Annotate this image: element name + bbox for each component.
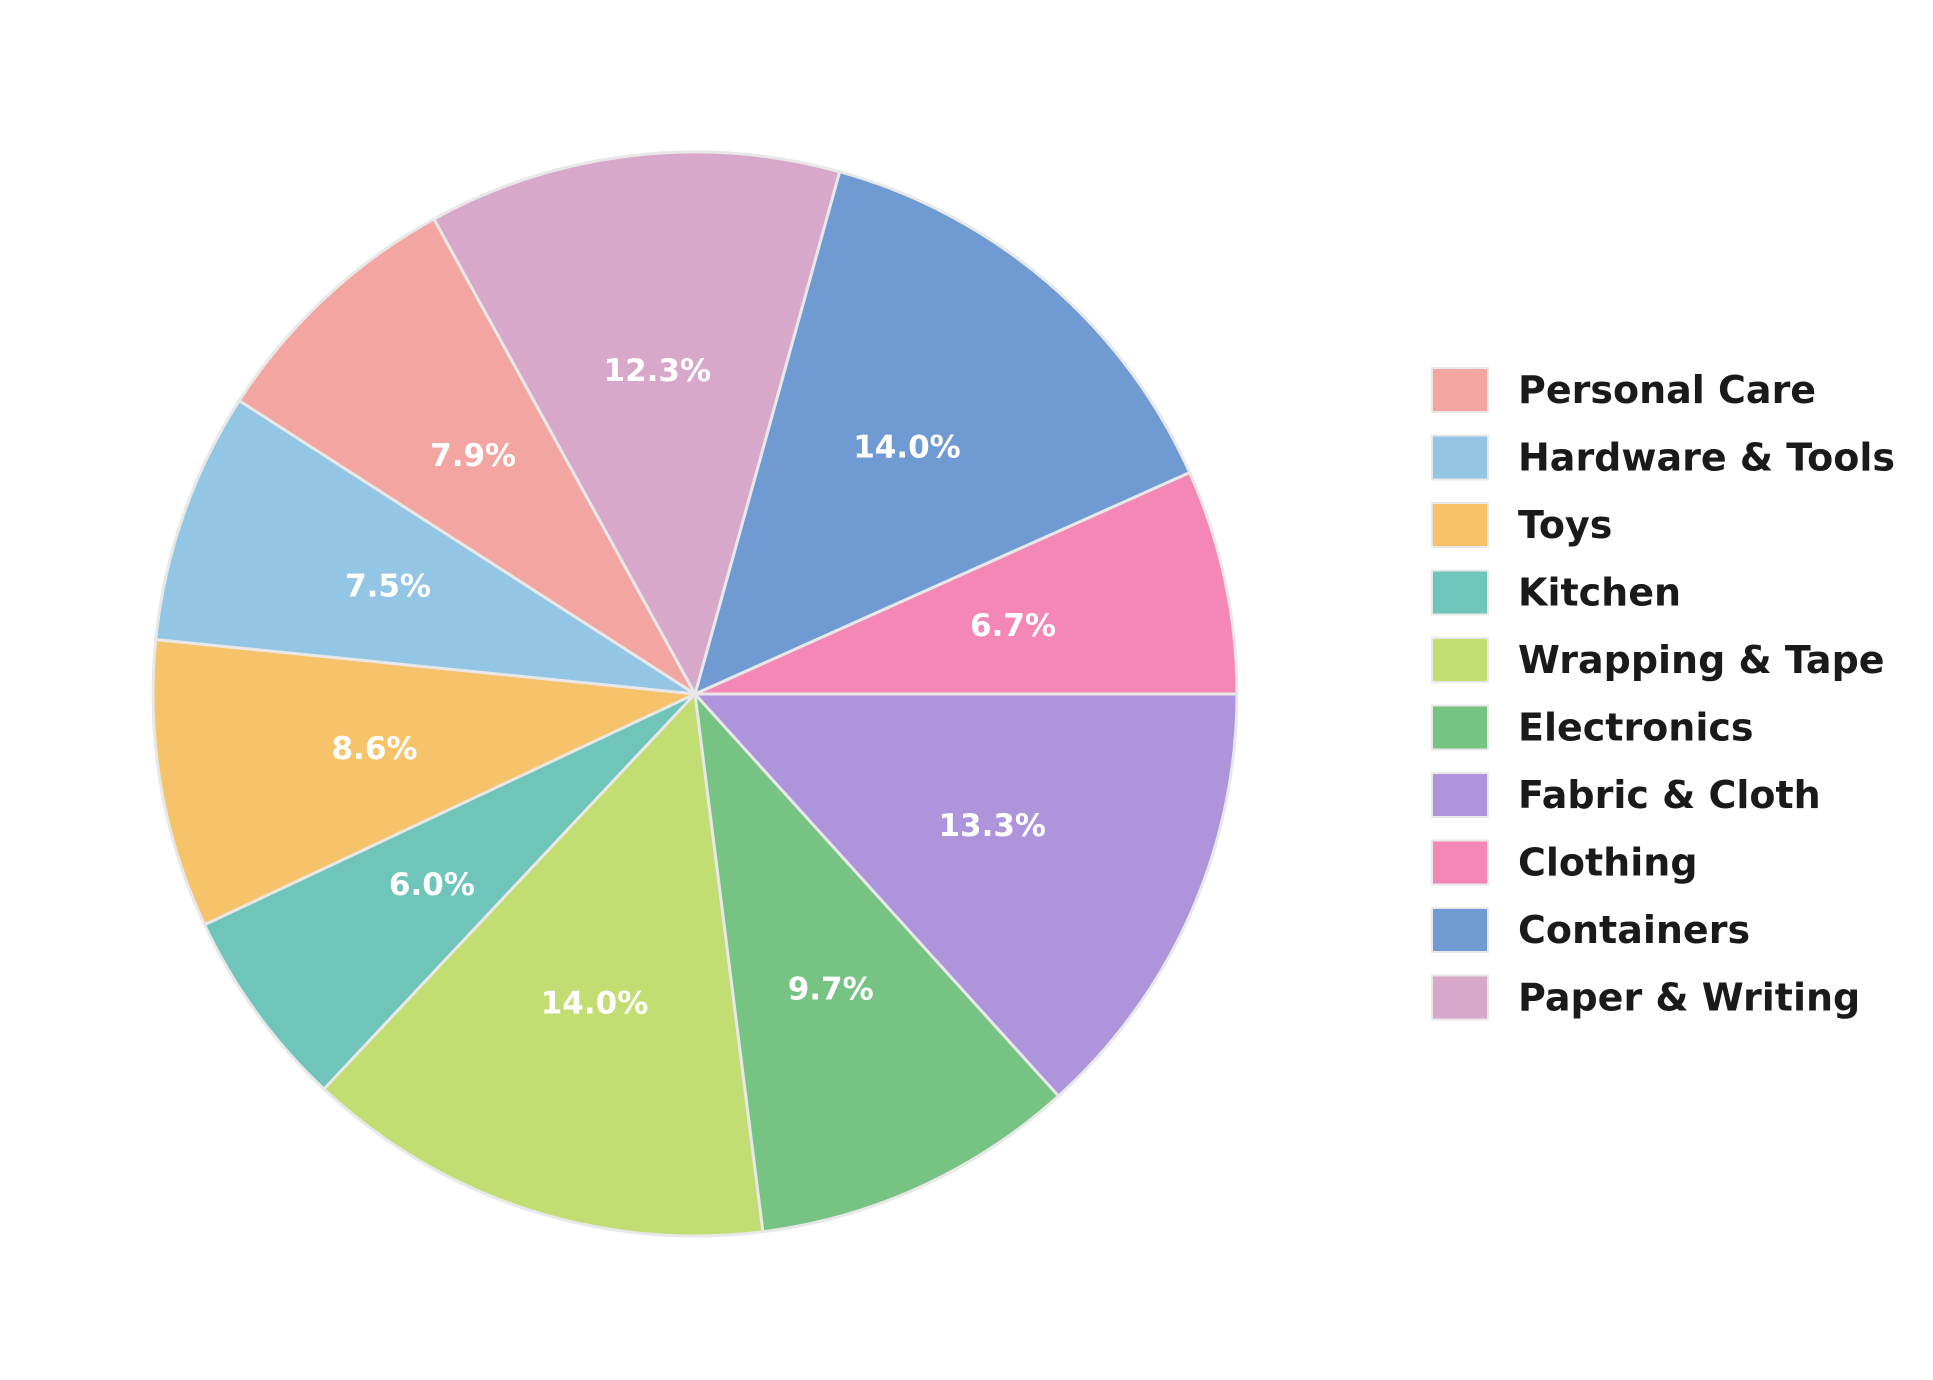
legend-swatch-wrapping-and-tape <box>1431 637 1489 683</box>
legend-item-kitchen: Kitchen <box>1431 569 1681 616</box>
legend-item-clothing: Clothing <box>1431 839 1698 886</box>
legend-swatch-toys <box>1431 502 1489 548</box>
legend-item-electronics: Electronics <box>1431 704 1754 751</box>
pie-label-kitchen: 6.0% <box>389 867 475 903</box>
legend-swatch-clothing <box>1431 839 1489 886</box>
pie-label-fabric-and-cloth: 13.3% <box>938 808 1046 844</box>
pie-slice-clothing <box>693 471 1239 696</box>
pie-label-containers: 14.0% <box>853 429 961 465</box>
pie-slice-wrapping-and-tape <box>322 692 765 1238</box>
legend-label-clothing: Clothing <box>1518 841 1698 885</box>
pie-label-hardware-and-tools: 7.5% <box>345 569 431 605</box>
legend-label-fabric-and-cloth: Fabric & Cloth <box>1518 773 1821 817</box>
legend-swatch-personal-care <box>1431 367 1489 413</box>
pie-slice-containers <box>693 170 1192 696</box>
pie-slices <box>151 150 1239 1238</box>
legend-label-personal-care: Personal Care <box>1518 368 1816 412</box>
legend-item-toys: Toys <box>1431 502 1612 548</box>
legend-item-paper-and-writing: Paper & Writing <box>1431 974 1860 1021</box>
pie-label-electronics: 9.7% <box>788 972 874 1008</box>
legend-label-toys: Toys <box>1518 503 1612 547</box>
pie-slice-personal-care <box>237 217 697 696</box>
legend-item-hardware-and-tools: Hardware & Tools <box>1431 434 1895 481</box>
legend: Personal Care Hardware & Tools Toys Kitchen… <box>1431 367 1895 1021</box>
pie-label-personal-care: 7.9% <box>430 438 516 474</box>
pie-label-clothing: 6.7% <box>970 608 1056 644</box>
legend-swatch-kitchen <box>1431 569 1489 616</box>
pie-slice-hardware-and-tools <box>154 399 697 696</box>
legend-label-hardware-and-tools: Hardware & Tools <box>1518 436 1895 480</box>
pie-label-toys: 8.6% <box>331 731 417 767</box>
legend-label-electronics: Electronics <box>1518 706 1754 750</box>
legend-swatch-fabric-and-cloth <box>1431 772 1489 818</box>
pie-slice-electronics <box>693 692 1061 1234</box>
legend-swatch-electronics <box>1431 704 1489 751</box>
legend-label-wrapping-and-tape: Wrapping & Tape <box>1518 638 1885 682</box>
pie-slice-kitchen <box>203 692 697 1091</box>
legend-item-personal-care: Personal Care <box>1431 367 1816 413</box>
legend-label-containers: Containers <box>1518 908 1750 952</box>
pie-percentage-labels: 6.7% 14.0% 12.3% 7.9% 7.5% 8.6% 6.0% 14.0% 9.7% 1… <box>331 353 1056 1021</box>
pie-label-paper-and-writing: 12.3% <box>604 353 712 389</box>
legend-item-containers: Containers <box>1431 907 1750 953</box>
pie-slice-paper-and-writing <box>432 150 842 696</box>
legend-item-fabric-and-cloth: Fabric & Cloth <box>1431 772 1821 818</box>
legend-swatch-containers <box>1431 907 1489 953</box>
pie-slice-toys <box>151 638 697 927</box>
legend-label-kitchen: Kitchen <box>1518 571 1681 615</box>
pie-label-wrapping-and-tape: 14.0% <box>541 985 649 1021</box>
legend-swatch-hardware-and-tools <box>1431 434 1489 481</box>
legend-item-wrapping-and-tape: Wrapping & Tape <box>1431 637 1885 683</box>
pie-slice-fabric-and-cloth <box>693 692 1239 1098</box>
legend-label-paper-and-writing: Paper & Writing <box>1518 976 1860 1020</box>
legend-swatch-paper-and-writing <box>1431 974 1489 1021</box>
